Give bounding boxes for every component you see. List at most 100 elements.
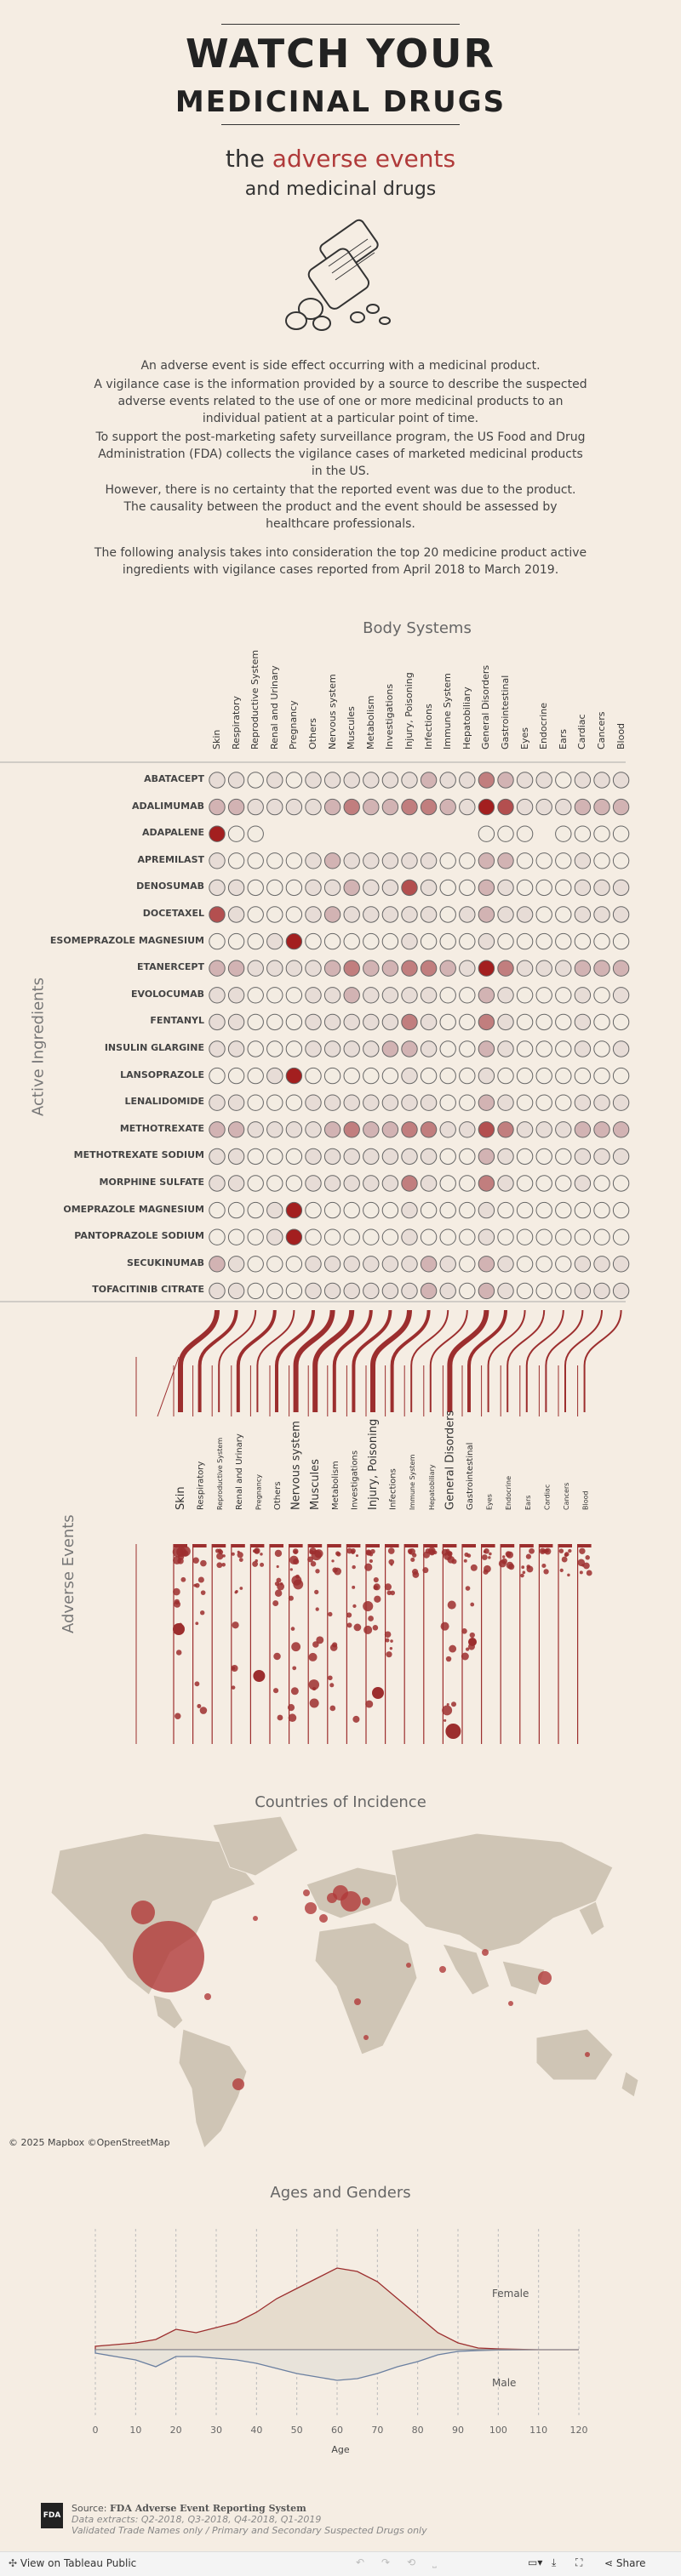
event-bubble[interactable]	[200, 1559, 207, 1567]
matrix-cell[interactable]	[343, 1282, 360, 1300]
matrix-cell[interactable]	[209, 1040, 226, 1057]
matrix-cell[interactable]	[323, 1121, 341, 1138]
matrix-cell[interactable]	[343, 879, 360, 897]
event-bubble[interactable]	[288, 1595, 294, 1601]
matrix-cell[interactable]	[323, 852, 341, 869]
matrix-cell[interactable]	[247, 1256, 264, 1273]
matrix-cell[interactable]	[305, 960, 322, 977]
matrix-cell[interactable]	[420, 1121, 438, 1138]
matrix-cell[interactable]	[363, 1013, 380, 1031]
matrix-cell[interactable]	[593, 1256, 610, 1273]
matrix-cell[interactable]	[420, 1175, 438, 1192]
matrix-cell[interactable]	[247, 1282, 264, 1300]
matrix-cell[interactable]	[574, 1040, 592, 1057]
matrix-cell[interactable]	[401, 906, 418, 923]
event-bubble[interactable]	[351, 1550, 356, 1554]
event-bubble[interactable]	[173, 1587, 180, 1596]
matrix-cell[interactable]	[381, 1121, 399, 1138]
matrix-cell[interactable]	[497, 1175, 514, 1192]
country-bubble[interactable]	[482, 1949, 489, 1956]
matrix-cell[interactable]	[555, 852, 572, 869]
event-bubble[interactable]	[216, 1562, 223, 1569]
event-bubble[interactable]	[353, 1623, 362, 1632]
matrix-cell[interactable]	[439, 1040, 456, 1057]
matrix-cell[interactable]	[305, 798, 322, 816]
matrix-cell[interactable]	[439, 987, 456, 1004]
matrix-cell[interactable]	[593, 1013, 610, 1031]
matrix-cell[interactable]	[343, 1067, 360, 1085]
event-bubble[interactable]	[329, 1644, 338, 1651]
matrix-cell[interactable]	[478, 1228, 495, 1245]
event-bubble[interactable]	[568, 1548, 572, 1553]
matrix-cell[interactable]	[305, 772, 322, 789]
event-bubble[interactable]	[221, 1563, 226, 1567]
matrix-cell[interactable]	[266, 987, 283, 1004]
matrix-cell[interactable]	[363, 1256, 380, 1273]
event-bubble[interactable]	[181, 1550, 189, 1557]
event-bubble[interactable]	[366, 1550, 372, 1556]
matrix-cell[interactable]	[535, 798, 552, 816]
matrix-cell[interactable]	[285, 1256, 303, 1273]
event-bubble[interactable]	[374, 1595, 381, 1603]
matrix-cell[interactable]	[459, 852, 476, 869]
matrix-cell[interactable]	[439, 1228, 456, 1245]
matrix-cell[interactable]	[612, 932, 630, 950]
event-bubble[interactable]	[173, 1623, 185, 1635]
matrix-cell[interactable]	[420, 960, 438, 977]
matrix-cell[interactable]	[363, 852, 380, 869]
event-bubble[interactable]	[311, 1549, 322, 1561]
country-bubble[interactable]	[363, 2035, 369, 2040]
matrix-cell[interactable]	[266, 1094, 283, 1111]
matrix-cell[interactable]	[516, 1201, 534, 1219]
event-bubble[interactable]	[180, 1576, 186, 1582]
matrix-cell[interactable]	[593, 1040, 610, 1057]
matrix-cell[interactable]	[459, 1094, 476, 1111]
matrix-cell[interactable]	[401, 1201, 418, 1219]
event-bubble[interactable]	[483, 1569, 489, 1575]
matrix-cell[interactable]	[420, 1256, 438, 1273]
matrix-cell[interactable]	[478, 987, 495, 1004]
matrix-cell[interactable]	[363, 1040, 380, 1057]
event-bubble[interactable]	[585, 1555, 590, 1560]
event-bubble[interactable]	[316, 1636, 324, 1644]
event-bubble[interactable]	[231, 1552, 235, 1556]
matrix-cell[interactable]	[574, 1201, 592, 1219]
event-bubble[interactable]	[579, 1547, 586, 1554]
matrix-cell[interactable]	[209, 1013, 226, 1031]
matrix-cell[interactable]	[516, 932, 534, 950]
matrix-cell[interactable]	[574, 852, 592, 869]
matrix-cell[interactable]	[574, 1148, 592, 1165]
event-bubble[interactable]	[442, 1705, 453, 1716]
matrix-cell[interactable]	[285, 1201, 303, 1219]
event-bubble[interactable]	[422, 1567, 429, 1574]
matrix-cell[interactable]	[555, 772, 572, 789]
matrix-cell[interactable]	[459, 772, 476, 789]
event-bubble[interactable]	[463, 1559, 467, 1563]
matrix-cell[interactable]	[574, 1282, 592, 1300]
matrix-cell[interactable]	[497, 879, 514, 897]
event-bubble[interactable]	[447, 1600, 456, 1610]
matrix-cell[interactable]	[612, 1040, 630, 1057]
matrix-cell[interactable]	[266, 852, 283, 869]
matrix-cell[interactable]	[555, 906, 572, 923]
matrix-cell[interactable]	[305, 906, 322, 923]
event-bubble[interactable]	[288, 1713, 297, 1723]
event-bubble[interactable]	[260, 1553, 263, 1556]
matrix-cell[interactable]	[574, 960, 592, 977]
event-bubble[interactable]	[407, 1548, 413, 1554]
matrix-cell[interactable]	[285, 852, 303, 869]
event-bubble[interactable]	[334, 1567, 342, 1576]
country-bubble[interactable]	[362, 1897, 370, 1906]
event-bubble[interactable]	[558, 1548, 564, 1553]
country-bubble[interactable]	[538, 1971, 552, 1985]
event-bubble[interactable]	[461, 1628, 467, 1634]
matrix-cell[interactable]	[343, 1201, 360, 1219]
view-on-tableau-link[interactable]: ✣ View on Tableau Public	[9, 2557, 136, 2569]
matrix-cell[interactable]	[381, 932, 399, 950]
country-bubble[interactable]	[133, 1921, 204, 1992]
matrix-cell[interactable]	[459, 1201, 476, 1219]
matrix-cell[interactable]	[516, 1148, 534, 1165]
matrix-cell[interactable]	[343, 1175, 360, 1192]
matrix-cell[interactable]	[247, 1228, 264, 1245]
event-bubble[interactable]	[231, 1664, 238, 1673]
